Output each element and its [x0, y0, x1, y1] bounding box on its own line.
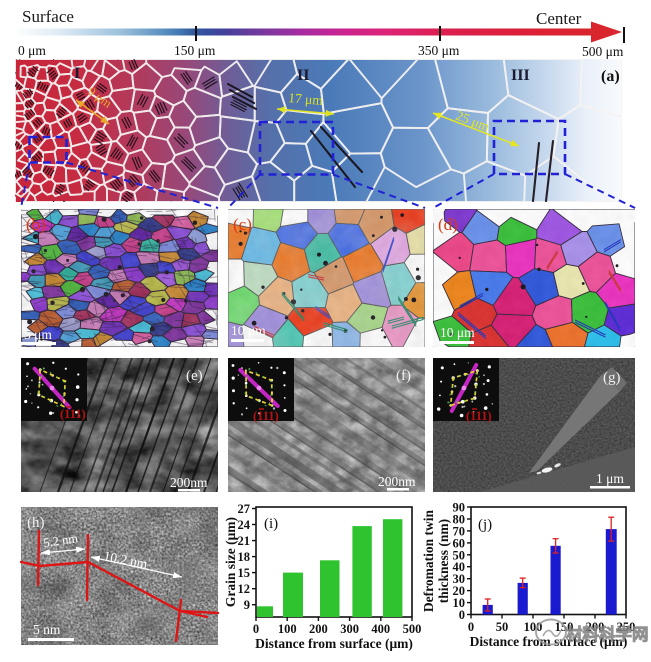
svg-text:500 μm: 500 μm: [582, 44, 624, 59]
svg-text:18: 18: [238, 550, 251, 564]
svg-text:100: 100: [524, 620, 543, 634]
svg-text:(b): (b): [26, 215, 46, 234]
svg-text:III: III: [511, 67, 530, 84]
svg-text:21: 21: [238, 534, 251, 548]
svg-text:9: 9: [244, 598, 250, 612]
svg-text:I: I: [74, 65, 80, 82]
svg-text:(111): (111): [60, 407, 86, 421]
svg-text:(a): (a): [601, 68, 620, 85]
svg-text:0: 0: [468, 620, 474, 634]
svg-text:(h): (h): [27, 515, 45, 531]
svg-text:90: 90: [453, 501, 466, 515]
svg-text:(111): (111): [253, 409, 279, 423]
svg-text:60: 60: [453, 536, 466, 550]
svg-text:材料科学网: 材料科学网: [566, 625, 649, 644]
svg-text:500: 500: [403, 622, 422, 636]
svg-text:15: 15: [238, 566, 251, 580]
svg-text:Surface: Surface: [22, 7, 74, 26]
svg-text:(i): (i): [264, 516, 278, 532]
svg-text:Grain size (μm): Grain size (μm): [223, 517, 238, 607]
svg-text:thickness (nm): thickness (nm): [436, 519, 451, 603]
svg-text:5 μm: 5 μm: [24, 327, 52, 342]
svg-text:27: 27: [238, 502, 251, 516]
svg-text:(d): (d): [438, 215, 458, 234]
svg-text:10: 10: [453, 596, 466, 610]
svg-text:0 μm: 0 μm: [18, 43, 46, 58]
svg-text:(c): (c): [233, 215, 252, 234]
svg-text:(e): (e): [186, 368, 203, 384]
svg-text:200nm: 200nm: [378, 474, 416, 489]
svg-text:10 μm: 10 μm: [231, 323, 266, 338]
svg-text:200: 200: [309, 622, 328, 636]
svg-text:12: 12: [238, 582, 251, 596]
svg-text:150 μm: 150 μm: [174, 43, 216, 58]
svg-text:Defromation twin: Defromation twin: [421, 509, 436, 612]
svg-text:400: 400: [371, 622, 390, 636]
svg-text:70: 70: [453, 524, 466, 538]
svg-text:100: 100: [278, 622, 297, 636]
svg-text:Distance from surface (μm): Distance from surface (μm): [255, 636, 413, 651]
svg-text:5 nm: 5 nm: [33, 622, 61, 637]
svg-text:(j): (j): [478, 517, 492, 533]
svg-text:Center: Center: [536, 9, 582, 28]
svg-text:30: 30: [453, 572, 466, 586]
svg-text:1 μm: 1 μm: [596, 471, 624, 486]
svg-text:(f): (f): [396, 368, 411, 384]
svg-text:300: 300: [340, 622, 359, 636]
svg-text:0: 0: [253, 622, 259, 636]
svg-text:II: II: [297, 67, 309, 84]
svg-text:50: 50: [496, 620, 509, 634]
svg-text:(g): (g): [603, 370, 621, 386]
svg-text:10 μm: 10 μm: [440, 325, 475, 340]
svg-text:17 μm: 17 μm: [288, 90, 324, 108]
svg-text:80: 80: [453, 513, 466, 527]
svg-text:(111): (111): [466, 409, 492, 423]
svg-text:24: 24: [238, 518, 251, 532]
svg-text:200nm: 200nm: [170, 475, 208, 490]
svg-text:350 μm: 350 μm: [418, 43, 460, 58]
